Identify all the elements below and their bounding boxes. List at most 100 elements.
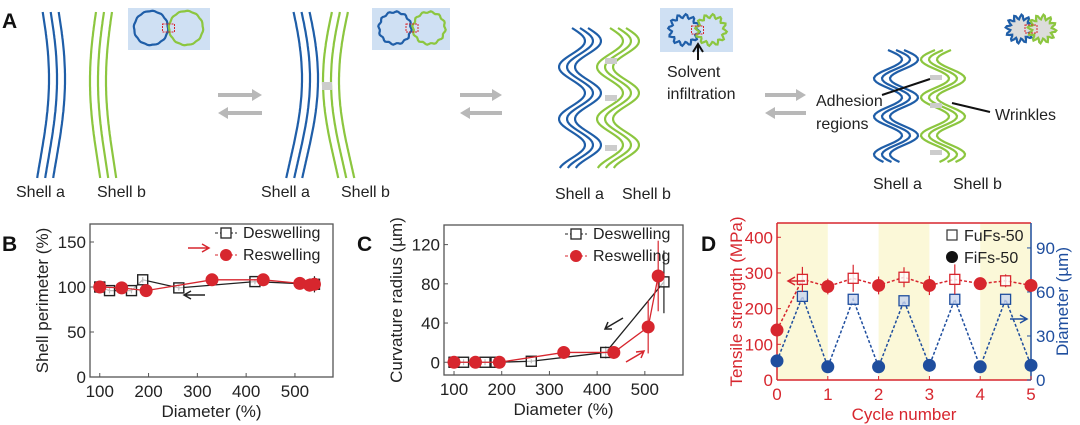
data-point-circle [922, 278, 936, 292]
data-point-circle [1024, 358, 1038, 372]
shell-cross-section [411, 10, 447, 46]
shell-a-layer [574, 27, 602, 169]
y-right-tick-label: 60 [1036, 283, 1055, 302]
y-tick-label: 100 [745, 335, 773, 354]
panel-a-diagram: A Shell a Shell b Shell a Shell b Shell … [2, 8, 1058, 203]
wrinkles-label: Wrinkles [995, 107, 1056, 124]
solvent-label-line1: Solvent [667, 64, 721, 81]
data-point-circle [256, 273, 270, 287]
deswelling-direction-arrow [603, 317, 624, 330]
data-point-circle [973, 277, 987, 291]
data-point-circle [872, 278, 886, 292]
data-point-circle [115, 281, 129, 295]
zoom-region-marker [405, 23, 419, 33]
data-point-circle [821, 280, 835, 294]
data-point-square [847, 293, 859, 305]
y-tick-label: 40 [421, 314, 440, 333]
adhesion-region [930, 75, 942, 80]
y-right-tick-label: 0 [1036, 371, 1045, 390]
legend-circle-marker [220, 249, 232, 261]
y-axis-label: Tensile strength (MPa) [727, 216, 746, 386]
x-tick-label: 2 [874, 385, 883, 404]
data-point-square [949, 293, 961, 305]
legend-square-marker [570, 228, 582, 240]
legend-square-marker [220, 227, 232, 239]
diameter-series-line [776, 294, 1032, 369]
shell-a-layer [558, 27, 586, 169]
x-tick-label: 500 [631, 380, 659, 399]
deswelling-direction-arrow [182, 290, 205, 300]
series-line-reswelling [454, 275, 659, 363]
adhesion-region [322, 82, 332, 90]
stage3-shell-a-label: Shell a [555, 186, 604, 203]
y-axis-label: Shell perimeter (%) [33, 228, 52, 374]
legend-label: FiFs-50 [964, 250, 1018, 267]
adhesion-pointer-arrow [881, 78, 931, 96]
data-point-square [173, 282, 185, 294]
forward-arrowhead [796, 89, 806, 101]
legend-circle-marker [946, 251, 958, 263]
x-tick-label: 100 [440, 380, 468, 399]
data-point-square [999, 275, 1012, 287]
shell-a-layer [285, 11, 304, 179]
data-point-circle [770, 323, 784, 337]
data-point-square [898, 295, 910, 307]
shell-b-layer [337, 11, 356, 179]
shell-b-layer [596, 27, 624, 169]
data-point-square [949, 273, 961, 286]
tensile-axis-arrow [786, 276, 805, 286]
y-right-tick-label: 90 [1036, 239, 1055, 258]
shell-b-layer [612, 27, 640, 169]
data-point-square [525, 355, 537, 367]
legend-circle-marker [570, 250, 582, 262]
x-axis-label: Cycle number [852, 405, 957, 424]
x-tick-label: 200 [488, 380, 516, 399]
y-tick-label: 0 [764, 371, 773, 390]
x-tick-label: 4 [975, 385, 984, 404]
legend-label: FuFs-50 [964, 228, 1024, 245]
y-tick-label: 100 [58, 278, 86, 297]
stage4-shell-a-label: Shell a [873, 176, 922, 193]
data-point-circle [447, 355, 461, 369]
data-point-circle [93, 280, 107, 294]
adhesion-region [605, 145, 617, 151]
data-point-circle [492, 355, 506, 369]
reverse-arrowhead [765, 107, 775, 119]
x-tick-label: 300 [535, 380, 563, 399]
legend-label: Deswelling [243, 225, 320, 242]
legend-label: Reswelling [243, 247, 320, 264]
x-axis-label: Diameter (%) [161, 402, 261, 421]
zoom-region-marker [691, 25, 704, 35]
stage4-shell-b-label: Shell b [953, 176, 1002, 193]
legend-label: Deswelling [593, 226, 670, 243]
y-right-axis-label: Diameter (µm) [1053, 247, 1072, 356]
x-tick-label: 400 [232, 382, 260, 401]
solvent-label-line2: infiltration [667, 86, 735, 103]
data-point-circle [872, 360, 886, 374]
legend-label: Reswelling [593, 248, 670, 265]
shell-b-layer [604, 27, 632, 169]
y-tick-label: 80 [421, 275, 440, 294]
wrinkles-pointer-arrow [951, 102, 991, 113]
data-point-square [796, 273, 809, 286]
y-tick-label: 300 [745, 264, 773, 283]
shell-b-layer [329, 11, 348, 179]
shell-a-layer [52, 11, 67, 179]
reswelling-direction-arrow [188, 243, 211, 253]
panel-label-b: B [2, 233, 17, 256]
data-point-circle [557, 345, 571, 359]
data-point-square [898, 271, 910, 283]
plot-frame [443, 224, 684, 376]
adhesion-region [930, 103, 942, 108]
data-point-square [999, 293, 1012, 305]
zoom-region-marker [162, 23, 175, 33]
panel-label-d: D [701, 233, 716, 256]
shell-a-layer [566, 27, 594, 169]
adhesion-region [930, 150, 942, 155]
x-tick-label: 1 [823, 385, 832, 404]
data-point-circle [293, 276, 307, 290]
y-tick-label: 400 [745, 228, 773, 247]
legend-square-marker [946, 229, 958, 241]
